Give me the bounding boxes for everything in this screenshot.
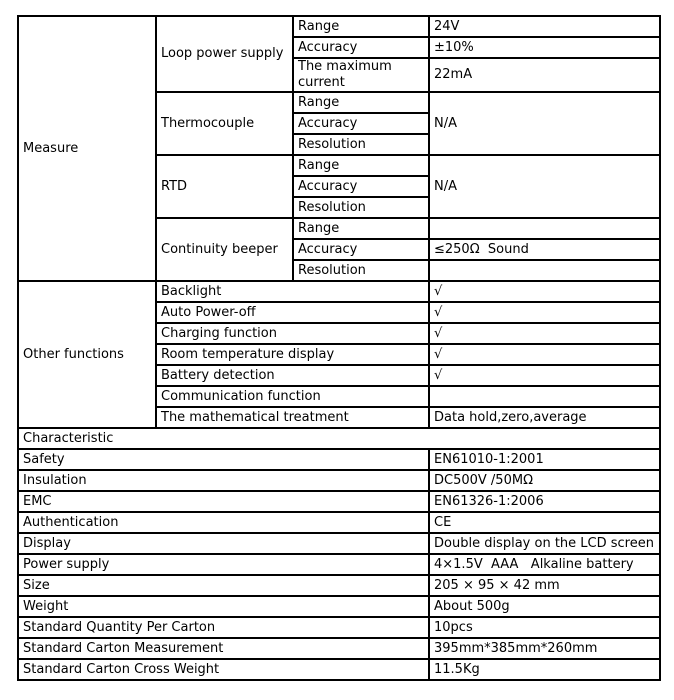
param-cell: Range — [292, 217, 430, 240]
table-row: Other functions Backlight √ — [17, 280, 661, 429]
other-functions-section-label: Other functions — [17, 280, 157, 429]
spec-table: Measure Loop power supply Range 24V Accu… — [17, 15, 661, 681]
value-cell — [428, 217, 661, 240]
spec-value-cell: About 500g — [428, 595, 661, 618]
group-continuity-beeper: Continuity beeper — [155, 217, 294, 282]
table-row: Continuity beeper Range — [18, 217, 661, 282]
value-cell: 22mA — [428, 57, 661, 93]
spec-value-cell: Double display on the LCD screen — [428, 532, 661, 555]
value-cell: √ — [428, 343, 661, 366]
function-name-cell: Communication function — [155, 385, 430, 408]
group-loop-power-supply: Loop power supply — [155, 15, 294, 93]
table-row: The maximum current 22mA — [18, 57, 661, 93]
table-row: Accuracy ±10% — [18, 36, 661, 59]
spec-value-cell: 10pcs — [428, 616, 661, 639]
param-cell: Range — [292, 91, 430, 114]
table-row: Standard Quantity Per Carton 10pcs — [17, 616, 661, 639]
spec-name-cell: Authentication — [17, 511, 430, 534]
value-cell: 24V — [428, 15, 661, 38]
table-row: Resolution — [18, 133, 660, 156]
table-row: Thermocouple Range N/A — [18, 91, 661, 156]
spec-value-cell: CE — [428, 511, 661, 534]
table-row: Characteristic — [17, 427, 661, 450]
spec-value-cell: DC500V /50MΩ — [428, 469, 661, 492]
table-row: Authentication CE — [17, 511, 661, 534]
spec-value-cell: 205 × 95 × 42 mm — [428, 574, 661, 597]
spec-name-cell: Weight — [17, 595, 430, 618]
table-row: Display Double display on the LCD screen — [17, 532, 661, 555]
spec-table-container: Measure Loop power supply Range 24V Accu… — [17, 15, 661, 681]
table-row: RTD Range N/A — [18, 154, 661, 219]
spec-value-cell: EN61326-1:2006 — [428, 490, 661, 513]
table-row: Accuracy — [18, 175, 660, 198]
value-cell: √ — [428, 364, 661, 387]
measure-section-label: Measure — [17, 15, 157, 282]
table-row: Battery detection √ — [18, 364, 661, 387]
table-row: Room temperature display √ — [18, 343, 661, 366]
param-cell: Resolution — [292, 133, 430, 156]
spec-name-cell: Standard Quantity Per Carton — [17, 616, 430, 639]
value-cell: √ — [428, 301, 661, 324]
table-row: Power supply 4×1.5V AAA Alkaline battery — [17, 553, 661, 576]
value-cell: N/A — [428, 154, 661, 219]
spec-name-cell: Standard Carton Cross Weight — [17, 658, 430, 681]
table-row: The mathematical treatment Data hold,zer… — [18, 406, 661, 429]
group-thermocouple: Thermocouple — [155, 91, 294, 156]
function-name-cell: Auto Power-off — [155, 301, 430, 324]
table-row: Weight About 500g — [17, 595, 661, 618]
spec-value-cell: EN61010-1:2001 — [428, 448, 661, 471]
table-row: Auto Power-off √ — [18, 301, 661, 324]
param-cell: Accuracy — [292, 36, 430, 59]
spec-value-cell: 11.5Kg — [428, 658, 661, 681]
table-row: Size 205 × 95 × 42 mm — [17, 574, 661, 597]
param-cell: Range — [292, 154, 430, 177]
table-row: Insulation DC500V /50MΩ — [17, 469, 661, 492]
spec-name-cell: Insulation — [17, 469, 430, 492]
param-cell: Accuracy — [292, 238, 430, 261]
table-row: EMC EN61326-1:2006 — [17, 490, 661, 513]
table-row: Standard Carton Measurement 395mm*385mm*… — [17, 637, 661, 660]
table-row: Accuracy — [18, 112, 660, 135]
table-row: Communication function — [18, 385, 661, 408]
characteristic-header: Characteristic — [17, 427, 661, 450]
function-name-cell: Charging function — [155, 322, 430, 345]
spec-value-cell: 4×1.5V AAA Alkaline battery — [428, 553, 661, 576]
spec-name-cell: Standard Carton Measurement — [17, 637, 430, 660]
table-row: Resolution — [18, 196, 660, 219]
param-cell: Range — [292, 15, 430, 38]
spec-name-cell: Size — [17, 574, 430, 597]
param-cell: The maximum current — [292, 57, 430, 93]
group-rtd: RTD — [155, 154, 294, 219]
value-cell: √ — [428, 280, 661, 303]
table-row: Accuracy ≤250Ω Sound — [18, 238, 661, 261]
function-name-cell: The mathematical treatment — [155, 406, 430, 429]
spec-name-cell: EMC — [17, 490, 430, 513]
value-cell: Data hold,zero,average — [428, 406, 661, 429]
spec-name-cell: Display — [17, 532, 430, 555]
spec-name-cell: Power supply — [17, 553, 430, 576]
param-cell: Resolution — [292, 259, 430, 282]
table-row: Standard Carton Cross Weight 11.5Kg — [17, 658, 661, 681]
param-cell: Resolution — [292, 196, 430, 219]
spec-value-cell: 395mm*385mm*260mm — [428, 637, 661, 660]
value-cell: ±10% — [428, 36, 661, 59]
table-row: Resolution — [18, 259, 661, 282]
function-name-cell: Backlight — [155, 280, 430, 303]
table-row: Measure Loop power supply Range 24V — [17, 15, 661, 282]
param-cell: Accuracy — [292, 175, 430, 198]
spec-name-cell: Safety — [17, 448, 430, 471]
table-row: Safety EN61010-1:2001 — [17, 448, 661, 471]
value-cell — [428, 385, 661, 408]
function-name-cell: Room temperature display — [155, 343, 430, 366]
table-row: Charging function √ — [18, 322, 661, 345]
value-cell — [428, 259, 661, 282]
value-cell: N/A — [428, 91, 661, 156]
value-cell: √ — [428, 322, 661, 345]
param-cell: Accuracy — [292, 112, 430, 135]
function-name-cell: Battery detection — [155, 364, 430, 387]
value-cell: ≤250Ω Sound — [428, 238, 661, 261]
